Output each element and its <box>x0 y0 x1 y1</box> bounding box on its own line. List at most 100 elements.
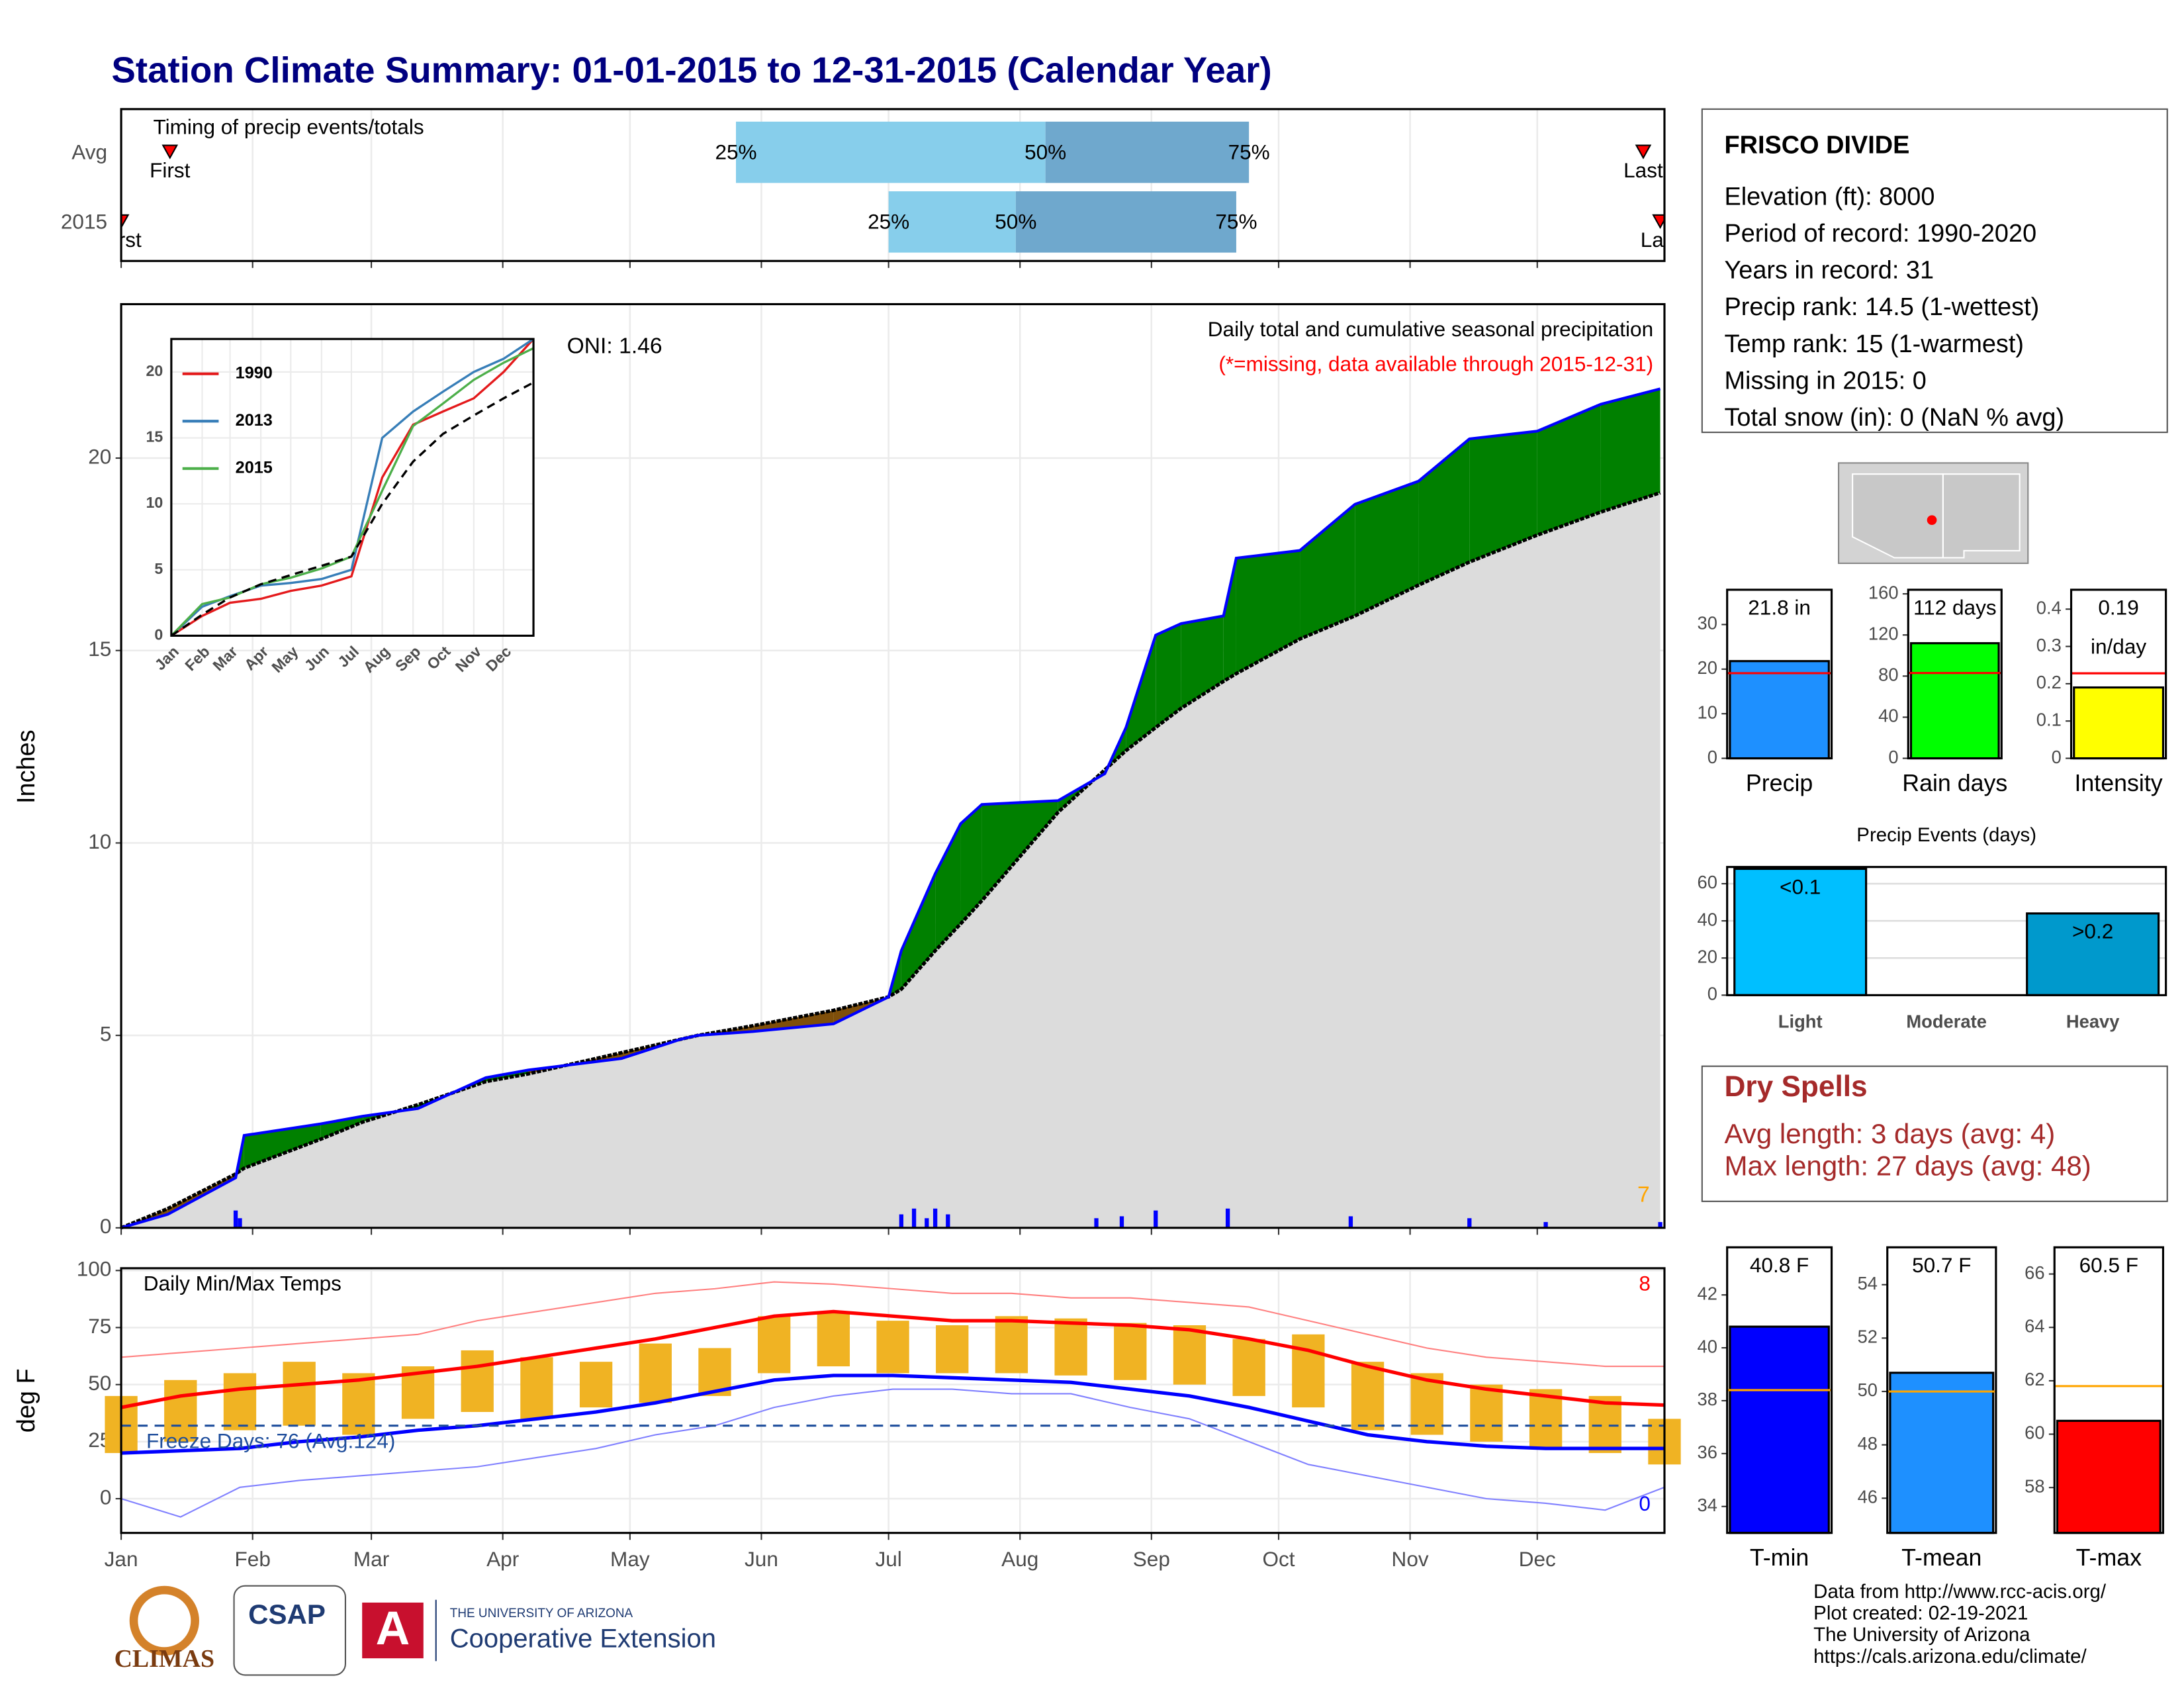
x-tick-label: Jan <box>105 1547 138 1571</box>
daily-bar <box>233 1210 238 1228</box>
x-tick-label: Heavy <box>2066 1011 2120 1032</box>
plot-bg <box>121 1268 1664 1533</box>
panel-title: Daily Min/Max Temps <box>144 1271 341 1295</box>
logo-shape <box>129 1585 199 1656</box>
quartile-label: 25% <box>868 210 909 234</box>
y-tick-label: 0.3 <box>2036 635 2062 655</box>
y-tick-label: 54 <box>1858 1273 1878 1293</box>
y-tick-label: 10 <box>88 829 111 853</box>
daily-bar <box>1119 1216 1124 1228</box>
daily-bar <box>1094 1218 1099 1228</box>
surplus-area <box>1236 550 1300 674</box>
y-tick-label: 5 <box>100 1021 112 1045</box>
logo-shape <box>362 1602 424 1659</box>
daily-bar <box>911 1208 917 1228</box>
value-label: 60.5 F <box>2079 1253 2138 1277</box>
y-tick-label: 160 <box>1868 582 1899 602</box>
event-label: First <box>150 158 191 182</box>
timing-bars: 25% 50% 75% First Last 25% 50% 75% First Last <box>101 121 1680 253</box>
y-tick-label: 0.4 <box>2036 597 2062 618</box>
station-info: Period of record: 1990-2020 <box>1724 220 2036 248</box>
footer-text: https://cals.arizona.edu/climate/ <box>1813 1646 2087 1667</box>
footer-text: The University of Arizona <box>1813 1624 2030 1646</box>
temperature-bar <box>342 1373 375 1435</box>
daily-bar <box>899 1214 904 1228</box>
map-state <box>1942 473 2021 559</box>
dry-spells-info: Max length: 27 days (avg: 48) <box>1724 1150 2091 1181</box>
x-tick-label: Sep <box>1133 1547 1170 1571</box>
temperature-bar <box>223 1373 257 1430</box>
y-tick-label: 42 <box>1698 1283 1717 1303</box>
x-tick-label: Rain days <box>1902 770 2007 796</box>
y-tick-label: 0.2 <box>2036 672 2062 692</box>
daily-bar <box>1658 1222 1662 1228</box>
annotation: Freeze Days: 76 (Avg:124) <box>146 1429 395 1452</box>
event-marker <box>1635 144 1652 160</box>
y-axis-label: deg F <box>13 1368 40 1432</box>
temperature-bar <box>1588 1395 1621 1454</box>
quartile-label: 75% <box>1215 210 1257 234</box>
value-label: 0.19 <box>2098 596 2138 620</box>
temperature-bar <box>164 1380 197 1442</box>
surplus-area <box>1537 404 1601 536</box>
station-name: FRISCO DIVIDE <box>1724 132 1909 160</box>
plot-frame <box>1726 1246 1833 1534</box>
temperature-line <box>120 1309 1665 1409</box>
average-area <box>121 492 1661 1228</box>
plot-frame <box>120 1267 1666 1534</box>
plot-frame <box>1907 588 2003 760</box>
temperature-bar <box>1351 1362 1385 1430</box>
plot-frame <box>2070 588 2167 760</box>
station-box <box>1701 108 2168 434</box>
dry-spells-title: Dry Spells <box>1724 1070 1867 1103</box>
x-tick-label: Dec <box>1519 1547 1556 1571</box>
surplus-area <box>1469 431 1537 563</box>
y-tick-label: 20 <box>88 444 111 468</box>
temperature-bar <box>1292 1334 1325 1408</box>
footer-text: Data from http://www.rcc-acis.org/ <box>1813 1581 2107 1603</box>
y-tick-label: 0.1 <box>2036 709 2062 729</box>
value-label: 40.8 F <box>1750 1253 1809 1277</box>
logo-text: Cooperative Extension <box>450 1624 716 1653</box>
x-tick-label: Jul <box>875 1547 901 1571</box>
y-tick-label: 15 <box>146 428 163 445</box>
logo-shape <box>233 1585 346 1676</box>
temperature-line <box>120 1388 1665 1518</box>
annotation: ONI: 1.46 <box>567 334 662 359</box>
y-tick-label: 60 <box>1698 872 1717 892</box>
logo-text: CSAP <box>248 1599 326 1630</box>
temperature-line <box>120 1374 1664 1455</box>
quartile-bar <box>1045 121 1250 183</box>
temperature-bar <box>1529 1389 1563 1449</box>
logo-text: THE UNIVERSITY OF ARIZONA <box>450 1607 633 1620</box>
x-tick-label: Aug <box>1001 1547 1038 1571</box>
temperature-bar <box>1232 1338 1265 1396</box>
daily-bar <box>933 1208 938 1228</box>
y-tick-label: 75 <box>88 1314 111 1338</box>
legend-label: 2013 <box>236 411 273 430</box>
surplus-area <box>1418 438 1470 585</box>
temperature-bar <box>758 1316 791 1374</box>
logo-shape: A <box>376 1602 410 1655</box>
panel-title: Daily total and cumulative seasonal prec… <box>1208 317 1653 341</box>
value-label: 112 days <box>1913 596 1997 620</box>
temperature-bar <box>461 1350 494 1413</box>
y-tick-label: Avg <box>71 140 107 164</box>
x-tick-label: Oct <box>1262 1547 1295 1571</box>
temperature-bar <box>936 1325 969 1374</box>
event-label: Last <box>1641 228 1680 252</box>
y-tick-label: 0 <box>1888 747 1898 767</box>
y-tick-label: 38 <box>1698 1389 1717 1409</box>
event-label: First <box>101 228 142 252</box>
station-info: Precip rank: 14.5 (1-wettest) <box>1724 293 2039 321</box>
y-tick-label: 50 <box>1858 1380 1878 1400</box>
station-info: Total snow (in): 0 (NaN % avg) <box>1724 404 2064 432</box>
x-tick-label: T-mean <box>1901 1544 1981 1571</box>
quartile-label: 50% <box>1024 140 1066 164</box>
legend-label: 2015 <box>236 458 273 477</box>
value-label: >0.2 <box>2072 919 2113 943</box>
y-tick-label: 0 <box>2052 747 2062 767</box>
surplus-area <box>1223 558 1236 682</box>
y-tick-label: 10 <box>146 494 163 511</box>
